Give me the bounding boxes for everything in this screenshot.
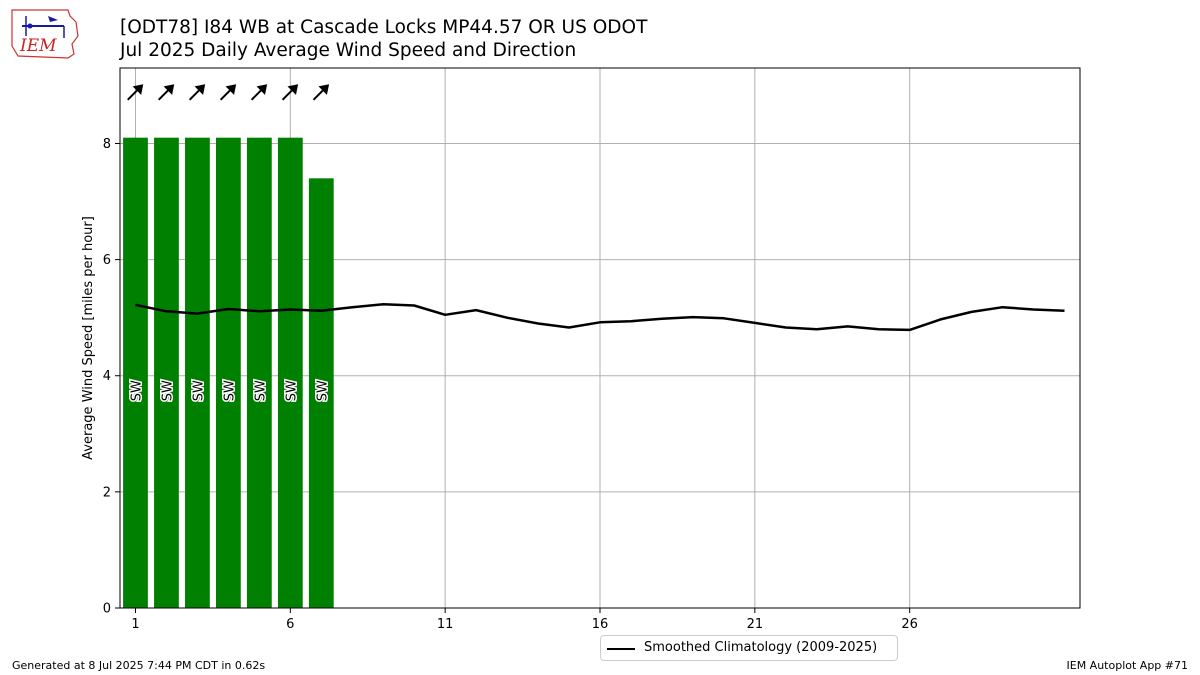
app-credit: IEM Autoplot App #71 (1066, 659, 1189, 672)
direction-label: SW (129, 380, 144, 401)
iem-logo: IEM (8, 6, 80, 60)
x-tick-label: 26 (901, 617, 918, 632)
wind-bar (123, 137, 148, 608)
chart-title: [ODT78] I84 WB at Cascade Locks MP44.57 … (120, 17, 648, 38)
chart-subtitle: Jul 2025 Daily Average Wind Speed and Di… (120, 40, 577, 61)
y-tick-label: 4 (103, 369, 111, 384)
direction-label: SW (284, 380, 299, 401)
legend: Smoothed Climatology (2009-2025) (600, 635, 898, 661)
x-tick-label: 11 (437, 617, 454, 632)
y-tick-label: 0 (103, 602, 111, 617)
wind-bar (277, 137, 303, 608)
x-axis: 1 6 11 16 21 26 (131, 608, 918, 632)
y-tick-label: 8 (103, 137, 111, 152)
y-axis-label: Average Wind Speed [miles per hour] (81, 216, 96, 460)
bar-series (123, 137, 334, 609)
direction-label: SW (160, 380, 175, 401)
wind-arrow (126, 84, 144, 101)
logo-text: IEM (19, 36, 57, 56)
wind-arrow (157, 84, 175, 101)
wind-arrow (312, 84, 330, 101)
x-tick-label: 6 (286, 617, 294, 632)
y-axis: 0 2 4 6 8 (103, 137, 120, 617)
y-tick-label: 2 (103, 485, 111, 500)
legend-line-swatch (607, 648, 635, 650)
y-tick-label: 6 (103, 253, 111, 268)
x-tick-label: 16 (592, 617, 609, 632)
wind-arrow (219, 84, 237, 101)
wind-arrow (250, 84, 268, 101)
wind-arrow (281, 84, 299, 101)
climatology-line (135, 303, 1065, 332)
wind-bar (216, 137, 241, 608)
direction-labels: SW SW SW SW SW SW SW (128, 379, 332, 403)
generated-timestamp: Generated at 8 Jul 2025 7:44 PM CDT in 0… (12, 659, 266, 672)
wind-bar (246, 137, 272, 608)
direction-label: SW (253, 380, 268, 401)
x-tick-label: 1 (131, 617, 139, 632)
wind-arrow (188, 84, 206, 101)
wind-bar (154, 137, 179, 608)
direction-label: SW (191, 380, 206, 401)
direction-label: SW (222, 380, 237, 401)
legend-label: Smoothed Climatology (2009-2025) (644, 640, 878, 655)
direction-label: SW (315, 380, 330, 401)
wind-bar (308, 178, 334, 609)
wind-bar (185, 137, 210, 608)
x-tick-label: 21 (747, 617, 764, 632)
wind-arrows (126, 84, 330, 101)
